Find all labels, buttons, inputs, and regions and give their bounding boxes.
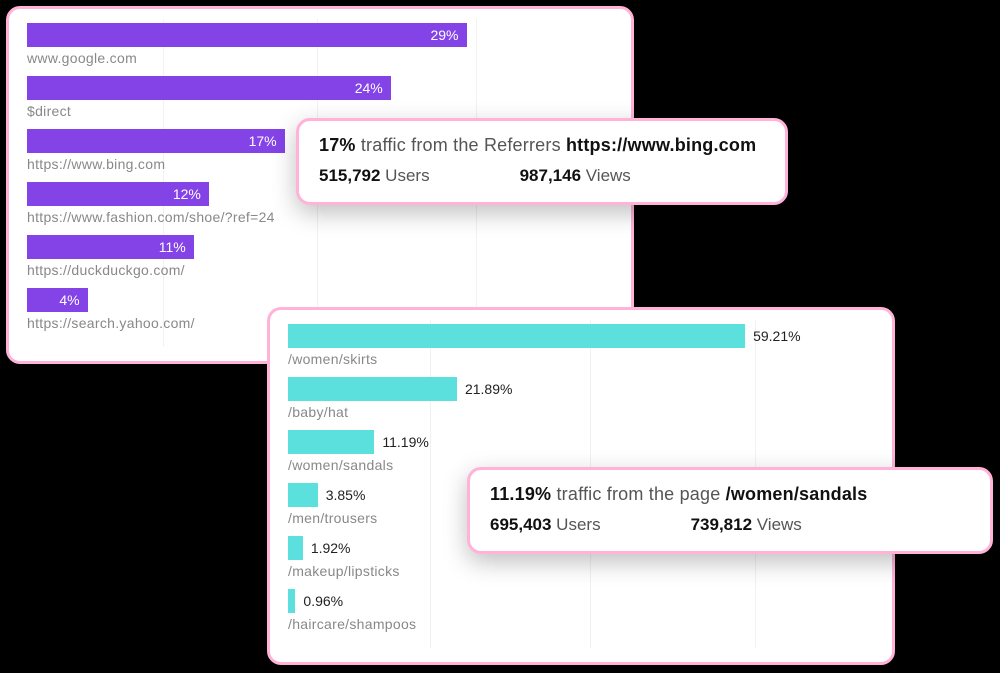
bar-fill[interactable] bbox=[288, 430, 374, 454]
bar-percent: 17% bbox=[241, 129, 285, 153]
bar-track: 21.89% bbox=[288, 377, 874, 401]
bar-fill[interactable] bbox=[288, 324, 745, 348]
bar-fill[interactable]: 11% bbox=[27, 235, 194, 259]
bar-percent: 3.85% bbox=[318, 483, 374, 507]
bar-track: 0.96% bbox=[288, 589, 874, 613]
bar-fill[interactable]: 4% bbox=[27, 288, 88, 312]
tooltip-pct: 11.19% bbox=[490, 484, 551, 504]
tooltip-views-value: 739,812 bbox=[691, 515, 752, 534]
bar-track: 11.19% bbox=[288, 430, 874, 454]
bar-label: /women/skirts bbox=[288, 351, 874, 367]
tooltip-views-value: 987,146 bbox=[520, 166, 581, 185]
bar-track: 29% bbox=[27, 23, 613, 47]
tooltip-mid-text: traffic from the page bbox=[551, 484, 725, 504]
bar-row: 11% https://duckduckgo.com/ bbox=[27, 235, 613, 278]
bar-percent: 21.89% bbox=[457, 377, 520, 401]
tooltip-stats: 695,403 Users 739,812 Views bbox=[490, 515, 970, 535]
tooltip-pct: 17% bbox=[319, 135, 356, 155]
tooltip-headline: 11.19% traffic from the page /women/sand… bbox=[490, 484, 970, 505]
bar-percent: 11.19% bbox=[374, 430, 436, 454]
bar-row: 24% $direct bbox=[27, 76, 613, 119]
bar-label: /makeup/lipsticks bbox=[288, 563, 874, 579]
bar-fill[interactable]: 17% bbox=[27, 129, 285, 153]
tooltip-source: /women/sandals bbox=[726, 484, 868, 504]
tooltip-source: https://www.bing.com bbox=[566, 135, 756, 155]
referrers-tooltip: 17% traffic from the Referrers https://w… bbox=[296, 118, 788, 205]
bar-row: 59.21% /women/skirts bbox=[288, 324, 874, 367]
bar-label: https://www.fashion.com/shoe/?ref=24 bbox=[27, 209, 613, 225]
bar-row: 21.89% /baby/hat bbox=[288, 377, 874, 420]
bar-label: /haircare/shampoos bbox=[288, 616, 874, 632]
tooltip-headline: 17% traffic from the Referrers https://w… bbox=[319, 135, 765, 156]
tooltip-views: 987,146 Views bbox=[520, 166, 631, 186]
tooltip-users-label: Users bbox=[551, 515, 600, 534]
bar-fill[interactable] bbox=[288, 536, 303, 560]
bar-fill[interactable]: 12% bbox=[27, 182, 209, 206]
bar-track: 11% bbox=[27, 235, 613, 259]
tooltip-users-value: 515,792 bbox=[319, 166, 380, 185]
bar-label: www.google.com bbox=[27, 50, 613, 66]
tooltip-mid-text: traffic from the Referrers bbox=[356, 135, 566, 155]
tooltip-users: 515,792 Users bbox=[319, 166, 430, 186]
tooltip-stats: 515,792 Users 987,146 Views bbox=[319, 166, 765, 186]
bar-track: 24% bbox=[27, 76, 613, 100]
bar-percent: 12% bbox=[165, 182, 209, 206]
tooltip-views: 739,812 Views bbox=[691, 515, 802, 535]
bar-percent: 0.96% bbox=[295, 589, 351, 613]
pages-tooltip: 11.19% traffic from the page /women/sand… bbox=[467, 467, 993, 554]
tooltip-users-value: 695,403 bbox=[490, 515, 551, 534]
bar-label: /baby/hat bbox=[288, 404, 874, 420]
bar-percent: 4% bbox=[51, 288, 87, 312]
bar-label: https://duckduckgo.com/ bbox=[27, 262, 613, 278]
bar-row: 29% www.google.com bbox=[27, 23, 613, 66]
bar-percent: 1.92% bbox=[303, 536, 359, 560]
bar-track: 4% bbox=[27, 288, 613, 312]
bar-fill[interactable] bbox=[288, 483, 318, 507]
bar-fill[interactable]: 24% bbox=[27, 76, 391, 100]
tooltip-users: 695,403 Users bbox=[490, 515, 601, 535]
bar-label: $direct bbox=[27, 103, 613, 119]
bar-row: 0.96% /haircare/shampoos bbox=[288, 589, 874, 632]
bar-percent: 59.21% bbox=[745, 324, 808, 348]
bar-percent: 29% bbox=[422, 23, 466, 47]
bar-fill[interactable] bbox=[288, 589, 295, 613]
bar-percent: 11% bbox=[151, 235, 194, 259]
bar-fill[interactable]: 29% bbox=[27, 23, 467, 47]
bar-percent: 24% bbox=[347, 76, 391, 100]
tooltip-views-label: Views bbox=[752, 515, 802, 534]
bar-track: 59.21% bbox=[288, 324, 874, 348]
tooltip-users-label: Users bbox=[380, 166, 429, 185]
tooltip-views-label: Views bbox=[581, 166, 631, 185]
bar-fill[interactable] bbox=[288, 377, 457, 401]
